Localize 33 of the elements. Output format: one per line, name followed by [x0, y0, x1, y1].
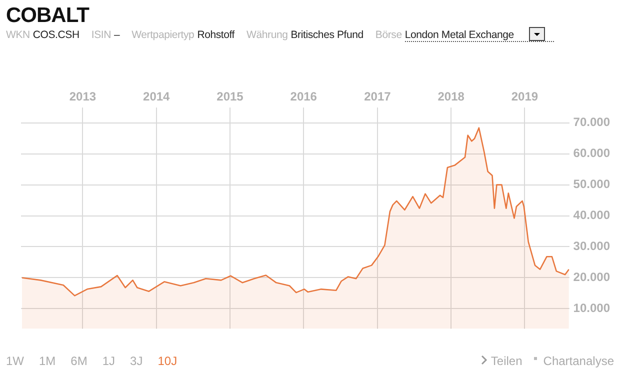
text: 6M: [70, 354, 88, 368]
y-tick-label: 60.000: [573, 146, 610, 160]
x-tick-label: 2019: [511, 90, 538, 104]
text: ISIN: [91, 29, 111, 41]
text: 1J: [102, 354, 116, 368]
chart-title: COBALT: [6, 4, 89, 28]
y-tick-label: 10.000: [573, 300, 610, 315]
y-tick-label: 20.000: [573, 270, 610, 284]
text: Britisches Pfund: [290, 29, 364, 41]
text: 10J: [158, 354, 178, 368]
text: WKN: [6, 29, 30, 41]
y-tick-label: 30.000: [573, 239, 610, 254]
x-tick-label: 2013: [69, 90, 96, 104]
text: 1W: [6, 354, 24, 368]
text: London Metal Exchange: [404, 29, 554, 42]
y-tick-label: 70.000: [573, 115, 610, 130]
text: Wertpapiertyp: [132, 29, 194, 41]
text: Börse: [375, 29, 402, 41]
text: 1M: [39, 354, 56, 368]
text: 3J: [130, 354, 143, 368]
text: Währung: [246, 29, 288, 41]
y-tick-label: 40.000: [573, 208, 610, 222]
text: COS.CSH: [32, 29, 80, 41]
x-tick-label: 2015: [216, 90, 244, 104]
x-tick-label: 2018: [438, 90, 465, 104]
x-tick-label: 2016: [290, 90, 318, 104]
text: Teilen: [490, 354, 522, 368]
x-tick-label: 2014: [143, 90, 170, 104]
text: –: [114, 29, 120, 41]
y-tick-label: 50.000: [573, 177, 610, 192]
text: Chartanalyse: [543, 354, 614, 368]
text: Rohstoff: [197, 29, 235, 41]
x-tick-label: 2017: [364, 90, 392, 104]
